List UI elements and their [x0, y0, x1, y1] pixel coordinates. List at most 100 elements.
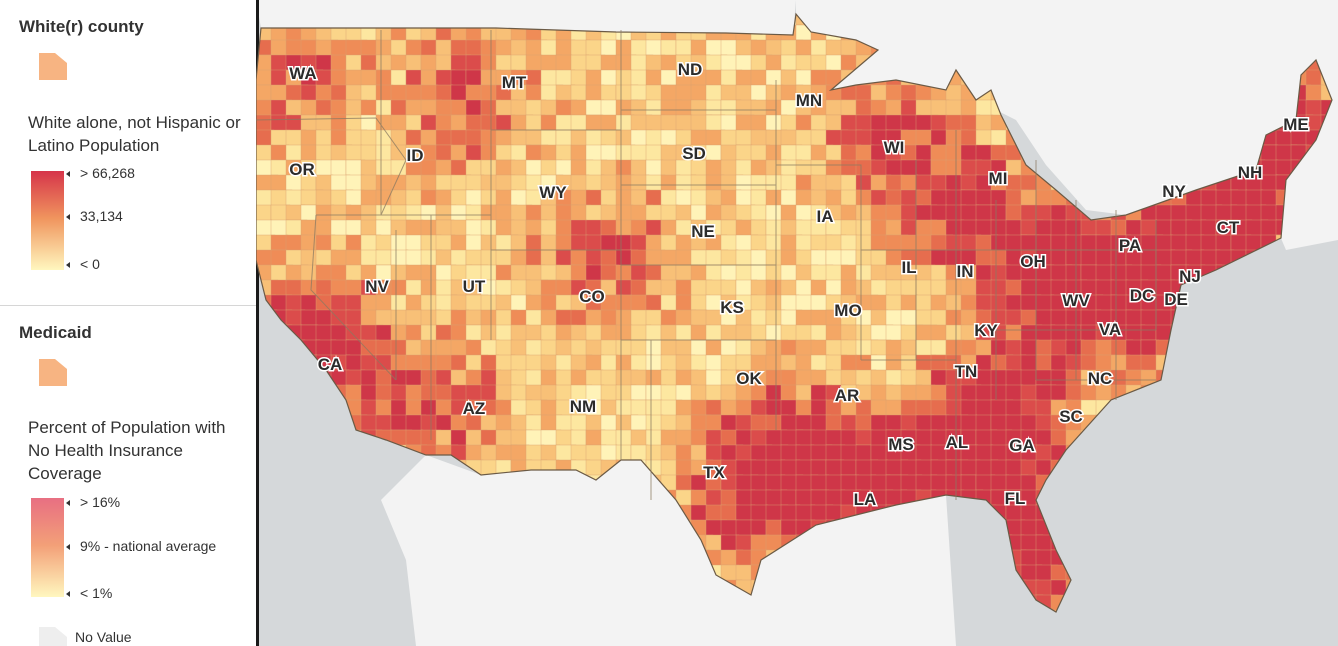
county-polygon — [555, 144, 572, 163]
county-polygon — [330, 69, 347, 88]
state-label-nc: NC — [1088, 369, 1113, 388]
state-label-al: AL — [946, 433, 969, 452]
county-polygon — [885, 414, 904, 431]
state-label-il: IL — [901, 258, 916, 277]
state-label-mo: MO — [834, 301, 861, 320]
state-label-nd: ND — [678, 60, 703, 79]
county-polygon — [705, 159, 723, 178]
county-polygon — [420, 264, 437, 283]
county-polygon — [870, 309, 889, 327]
state-label-sc: SC — [1059, 407, 1083, 426]
county-polygon — [735, 399, 753, 418]
county-polygon — [660, 114, 678, 132]
county-polygon — [465, 204, 484, 221]
mexico-landmass — [381, 455, 956, 646]
state-label-nm: NM — [570, 397, 596, 416]
ramp-label-mid-text: 33,134 — [80, 208, 123, 224]
state-label-ks: KS — [720, 298, 744, 317]
county-polygon — [375, 114, 394, 131]
county-polygon — [270, 234, 289, 251]
county-polygon — [795, 309, 813, 328]
county-polygon — [585, 39, 603, 57]
county-polygon — [615, 294, 633, 313]
county-polygon — [915, 144, 932, 163]
county-polygon — [256, 69, 272, 86]
county-polygon — [885, 114, 903, 131]
state-label-mi: MI — [989, 169, 1008, 188]
state-label-ct: CT — [1217, 218, 1240, 237]
state-label-fl: FL — [1005, 489, 1026, 508]
county-polygon — [975, 279, 993, 296]
field-title-white-population: White alone, not Hispanic or Latino Popu… — [28, 113, 241, 155]
county-polygon — [1305, 84, 1323, 103]
color-ramp-uninsured — [31, 498, 64, 597]
county-polygon — [555, 354, 574, 373]
county-polygon — [795, 414, 813, 431]
canada-west-landmass — [256, 0, 796, 35]
county-polygon — [750, 219, 767, 237]
no-value-swatch-shape — [39, 627, 67, 646]
legend-panel: White(r) county White alone, not Hispani… — [0, 0, 256, 646]
county-polygon — [256, 219, 273, 238]
county-polygon — [540, 129, 557, 148]
choropleth-map[interactable]: WA OR CA ID NV MT WY UT AZ CO NM ND SD NE KS OK TX MN IA MO… — [256, 0, 1338, 646]
county-polygon — [615, 429, 633, 448]
county-polygon — [735, 324, 753, 342]
state-label-tn: TN — [955, 362, 978, 381]
state-label-nh: NH — [1238, 163, 1263, 182]
county-polygon — [630, 219, 649, 236]
county-polygon — [735, 339, 752, 356]
county-polygon — [960, 474, 977, 492]
county-polygon — [300, 144, 317, 161]
county-polygon — [960, 189, 979, 207]
county-polygon — [795, 39, 812, 56]
county-polygon — [345, 144, 363, 161]
ramp-label-mid-text: 9% - national average — [80, 538, 217, 554]
county-polygon — [480, 54, 497, 71]
county-polygon — [735, 189, 752, 207]
county-polygon — [555, 54, 573, 73]
county-polygon — [645, 69, 664, 86]
tick-marker — [66, 171, 70, 178]
swatch-shape — [39, 53, 67, 80]
county-polygon — [840, 459, 857, 476]
county-polygon — [780, 489, 797, 507]
county-polygon — [330, 159, 347, 178]
county-polygon — [615, 159, 633, 176]
county-polygon — [1080, 219, 1099, 236]
county-polygon — [600, 369, 618, 387]
county-polygon — [1035, 339, 1053, 356]
county-polygon — [735, 564, 753, 582]
county-polygon — [825, 249, 843, 267]
county-polygon — [705, 384, 722, 402]
county-polygon — [495, 249, 512, 268]
no-value-swatch — [39, 627, 67, 646]
state-label-dc: DC — [1130, 286, 1155, 305]
county-polygon — [360, 99, 378, 118]
county-polygon — [435, 129, 453, 146]
county-polygon — [690, 399, 709, 416]
layer-title-medicaid: Medicaid — [19, 323, 92, 342]
county-polygon — [405, 429, 424, 446]
county-polygon — [1005, 369, 1023, 387]
county-polygon — [480, 114, 498, 133]
state-label-mt: MT — [502, 73, 527, 92]
county-polygon — [645, 204, 664, 222]
county-polygon — [1050, 564, 1067, 581]
state-label-ne: NE — [691, 222, 715, 241]
state-label-az: AZ — [463, 399, 486, 418]
layer-swatch-white-county — [39, 53, 67, 80]
county-polygon — [750, 474, 768, 492]
county-polygon — [750, 204, 767, 221]
county-polygon — [660, 84, 678, 103]
county-polygon — [900, 399, 919, 418]
county-polygon — [915, 99, 933, 117]
ramp-label-low: < 1% — [66, 585, 112, 601]
county-polygon — [510, 219, 527, 238]
ramp-label-low-text: < 0 — [80, 256, 100, 272]
county-polygon — [1230, 189, 1248, 207]
county-polygon — [465, 249, 484, 266]
county-polygon — [345, 354, 362, 372]
county-polygon — [285, 144, 303, 162]
ramp-label-high: > 66,268 — [66, 165, 135, 181]
